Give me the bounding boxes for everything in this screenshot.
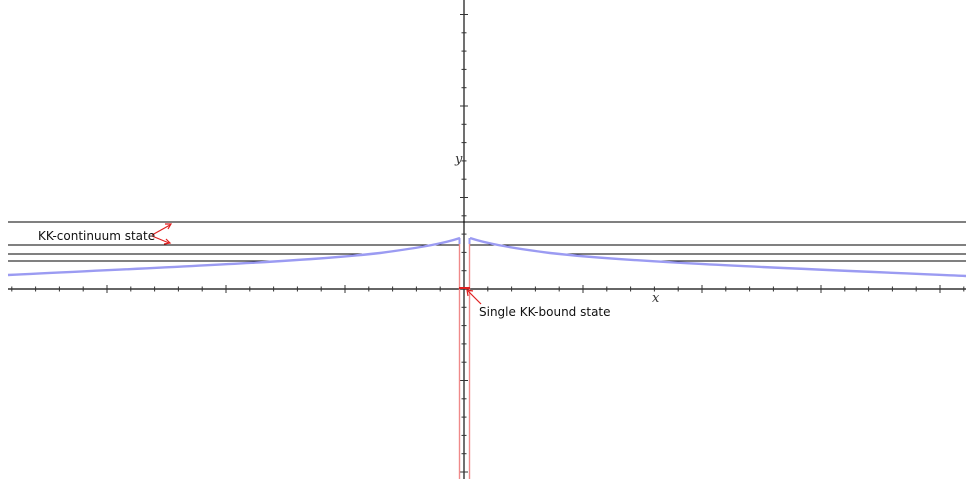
x-axis-ticks: [11, 285, 965, 293]
bound-arrow: [467, 290, 482, 305]
potential-curve-right: [469, 236, 966, 278]
bound-well-walls: [458, 242, 471, 479]
y-axis-label: y: [455, 152, 463, 167]
potential-curve-left: [7, 236, 461, 277]
bound-arrow-head: [466, 289, 474, 297]
continuum-arrow-upper: [151, 224, 171, 236]
y-axis-ticks: [460, 14, 468, 473]
continuum-arrow-upper-head: [165, 223, 173, 230]
energy-levels: [8, 221, 966, 262]
bound-state-label: Single KK-bound state: [479, 305, 611, 319]
x-axis-label: x: [652, 291, 660, 306]
potential-curve: [7, 236, 966, 278]
annotation-arrows: [151, 223, 482, 305]
continuum-arrow-lower: [151, 235, 170, 244]
axes: [8, 0, 966, 479]
continuum-arrow-lower-head: [163, 238, 172, 245]
continuum-state-label: KK-continuum state: [38, 229, 156, 243]
